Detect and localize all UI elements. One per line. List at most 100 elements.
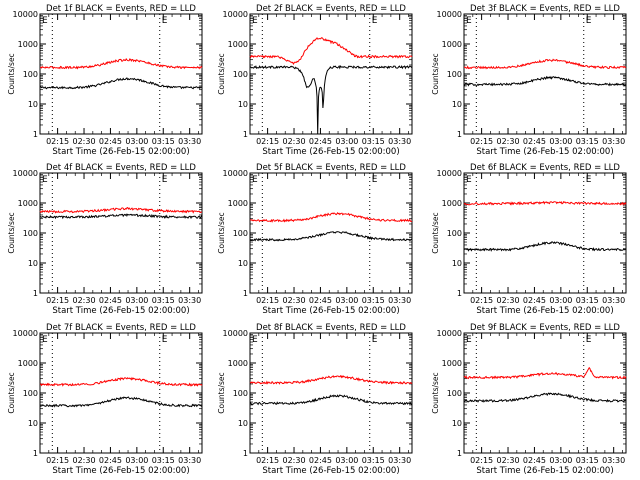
detector-panel: Det 8f BLACK = Events, RED = LLD 1 10 100 10… <box>217 323 413 476</box>
x-tick-label: 02:45 <box>523 137 546 146</box>
x-tick-label: 02:30 <box>496 296 519 305</box>
detector-panel: Det 3f BLACK = Events, RED = LLD 1 10 100 10… <box>431 4 627 157</box>
y-tick-label: 1 <box>457 449 462 458</box>
y-tick-label: 1 <box>457 130 462 139</box>
y-tick-label: 100 <box>447 70 462 79</box>
y-tick-label: 1 <box>243 130 248 139</box>
series-line <box>463 75 627 87</box>
corner-mark: E <box>42 175 48 185</box>
series-line <box>40 213 203 220</box>
chart-title: Det 3f BLACK = Events, RED = LLD <box>470 4 620 14</box>
x-tick-label: 02:15 <box>46 456 69 465</box>
y-tick-label: 1 <box>243 289 248 298</box>
corner-mark: E <box>586 335 592 345</box>
x-tick-label: 03:30 <box>602 296 625 305</box>
x-tick-label: 03:15 <box>576 296 599 305</box>
plot-frame <box>249 13 413 135</box>
y-axis-label: Counts/sec <box>7 372 16 413</box>
y-tick-label: 10 <box>238 419 248 428</box>
corner-mark: E <box>372 175 378 185</box>
x-tick-label: 02:30 <box>72 296 95 305</box>
y-tick-label: 1 <box>33 449 38 458</box>
x-tick-label: 03:00 <box>549 456 572 465</box>
x-tick-label: 02:15 <box>46 137 69 146</box>
detector-panel: Det 2f BLACK = Events, RED = LLD 1 10 100 10… <box>217 4 413 157</box>
y-tick-label: 1000 <box>228 40 248 49</box>
series-line <box>40 57 203 70</box>
x-tick-label: 03:15 <box>576 456 599 465</box>
corner-mark: E <box>42 335 48 345</box>
y-tick-label: 10 <box>28 259 38 268</box>
y-tick-label: 100 <box>233 70 248 79</box>
series-line <box>39 396 203 408</box>
y-tick-label: 10 <box>238 259 248 268</box>
chart-title: Det 7f BLACK = Events, RED = LLD <box>46 323 196 333</box>
x-tick-label: 02:30 <box>72 456 95 465</box>
y-tick-label: 10 <box>238 100 248 109</box>
y-axis-label: Counts/sec <box>217 53 226 94</box>
x-tick-label: 02:30 <box>282 456 305 465</box>
corner-mark: E <box>252 16 258 26</box>
x-tick-label: 02:15 <box>470 456 493 465</box>
y-axis-label: Counts/sec <box>7 53 16 94</box>
x-tick-label: 03:30 <box>388 137 411 146</box>
y-tick-label: 10000 <box>437 329 462 338</box>
y-tick-label: 100 <box>23 389 38 398</box>
x-tick-label: 03:00 <box>335 296 358 305</box>
x-tick-label: 02:45 <box>523 296 546 305</box>
plot-frame <box>249 332 413 454</box>
series-line <box>249 211 413 223</box>
corner-mark: E <box>162 175 168 185</box>
x-tick-label: 03:30 <box>178 456 201 465</box>
x-tick-label: 03:30 <box>602 137 625 146</box>
x-tick-label: 03:00 <box>125 137 148 146</box>
x-tick-label: 02:15 <box>470 137 493 146</box>
chart-title: Det 9f BLACK = Events, RED = LLD <box>470 323 620 333</box>
series-line <box>39 376 203 387</box>
corner-mark: E <box>466 335 472 345</box>
y-axis-label: Counts/sec <box>431 212 440 253</box>
x-tick-label: 02:45 <box>99 456 122 465</box>
series-line <box>249 374 413 385</box>
series-line <box>249 64 413 134</box>
corner-mark: E <box>466 175 472 185</box>
y-tick-label: 1000 <box>442 359 462 368</box>
y-tick-label: 100 <box>447 389 462 398</box>
corner-mark: E <box>42 16 48 26</box>
x-tick-label: 03:00 <box>335 456 358 465</box>
series-line <box>463 58 627 70</box>
chart-title: Det 2f BLACK = Events, RED = LLD <box>256 4 406 14</box>
x-tick-label: 03:15 <box>362 456 385 465</box>
y-tick-label: 1 <box>243 449 248 458</box>
series-line <box>249 394 413 406</box>
y-tick-label: 10000 <box>223 169 248 178</box>
x-tick-label: 02:45 <box>99 296 122 305</box>
y-tick-label: 1 <box>33 289 38 298</box>
y-tick-label: 10000 <box>223 329 248 338</box>
y-tick-label: 10 <box>452 419 462 428</box>
series-line <box>39 77 203 90</box>
x-tick-label: 02:45 <box>99 137 122 146</box>
detector-panel: Det 7f BLACK = Events, RED = LLD 1 10 100 10… <box>7 323 203 476</box>
corner-mark: E <box>162 335 168 345</box>
x-tick-label: 03:00 <box>549 296 572 305</box>
plot-frame <box>463 332 627 454</box>
x-axis-label: Start Time (26-Feb-15 02:00:00) <box>476 306 613 316</box>
plot-frame <box>463 13 627 135</box>
x-tick-label: 02:30 <box>496 137 519 146</box>
chart-title: Det 1f BLACK = Events, RED = LLD <box>46 4 196 14</box>
y-tick-label: 100 <box>447 229 462 238</box>
series-line <box>249 36 413 66</box>
x-tick-label: 02:30 <box>72 137 95 146</box>
y-axis-label: Counts/sec <box>431 372 440 413</box>
x-tick-label: 02:45 <box>309 296 332 305</box>
y-axis-label: Counts/sec <box>7 212 16 253</box>
series-line <box>39 207 202 214</box>
x-axis-label: Start Time (26-Feb-15 02:00:00) <box>476 147 613 157</box>
y-tick-label: 1 <box>457 289 462 298</box>
series-line <box>249 231 413 242</box>
x-tick-label: 03:00 <box>125 456 148 465</box>
x-tick-label: 03:15 <box>362 296 385 305</box>
corner-mark: E <box>586 175 592 185</box>
chart-title: Det 6f BLACK = Events, RED = LLD <box>470 163 620 173</box>
